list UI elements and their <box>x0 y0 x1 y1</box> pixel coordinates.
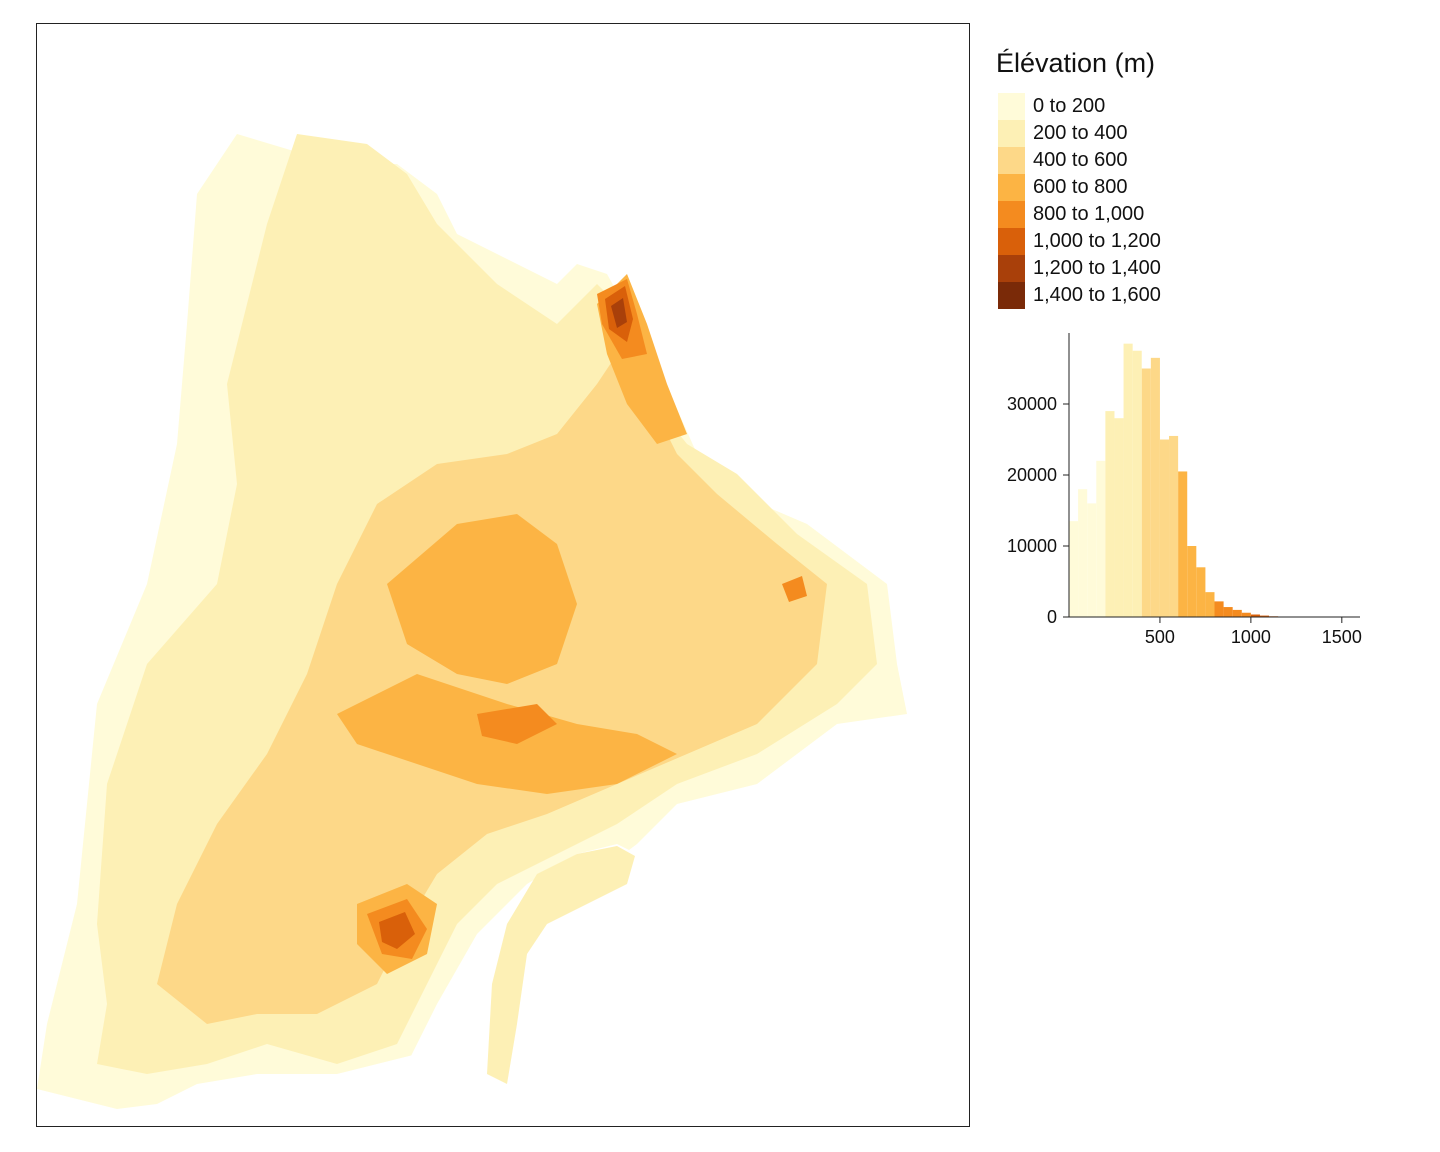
legend-label: 800 to 1,000 <box>1033 203 1145 225</box>
legend-swatch <box>998 174 1025 201</box>
histogram-bar <box>1096 460 1106 617</box>
legend-swatch <box>998 93 1025 120</box>
land-1200-1400 <box>611 298 627 328</box>
histogram-axes: 0 10000 20000 30000 500 1000 1500 <box>1007 333 1362 647</box>
y-tick-label: 20000 <box>1007 465 1057 485</box>
legend-label: 1,000 to 1,200 <box>1033 230 1161 252</box>
river-st-lawrence <box>407 844 637 1064</box>
land-400-600 <box>157 354 827 1024</box>
histogram-bar <box>1205 592 1215 617</box>
elevation-map <box>36 23 970 1127</box>
y-tick-label: 10000 <box>1007 536 1057 556</box>
elevation-raster <box>37 134 907 1109</box>
elevation-histogram: 0 10000 20000 30000 500 1000 1500 <box>1007 333 1362 647</box>
histogram-bar <box>1132 350 1142 617</box>
histogram-bar <box>1114 418 1124 617</box>
x-tick-label: 1500 <box>1322 627 1362 647</box>
histogram-bar <box>1232 609 1242 617</box>
histogram-bar <box>1159 439 1170 617</box>
land-800-1000-c <box>477 704 557 744</box>
histogram-bars <box>1069 343 1324 617</box>
histogram-bar <box>1105 411 1115 617</box>
legend-swatch <box>998 201 1025 228</box>
histogram-bar <box>1250 614 1260 617</box>
histogram-bar <box>1259 615 1270 617</box>
histogram-bar <box>1214 601 1224 617</box>
y-tick-label: 30000 <box>1007 394 1057 414</box>
legend-label: 0 to 200 <box>1033 95 1106 117</box>
histogram-bar <box>1069 521 1079 617</box>
land-gaspe <box>487 846 635 1084</box>
histogram-bar <box>1223 607 1233 617</box>
legend-swatch <box>998 255 1025 282</box>
legend-swatch <box>998 282 1025 309</box>
legend-label: 400 to 600 <box>1033 149 1128 171</box>
land-1000-1200-south <box>379 912 415 949</box>
land-600-800 <box>387 514 577 684</box>
histogram-bar <box>1187 546 1197 617</box>
x-tick-label: 1000 <box>1231 627 1271 647</box>
legend-title: Élévation (m) <box>996 48 1156 78</box>
legend-swatch <box>998 120 1025 147</box>
legend-label: 200 to 400 <box>1033 122 1128 144</box>
histogram-bar <box>1196 567 1206 617</box>
histogram-bar <box>1178 471 1188 617</box>
land-800-1000-d <box>782 576 807 602</box>
histogram-bar <box>1169 435 1179 617</box>
legend-swatch <box>998 228 1025 255</box>
x-tick-label: 500 <box>1145 627 1175 647</box>
histogram-bar <box>1141 368 1151 617</box>
legend-swatch <box>998 147 1025 174</box>
histogram-bar <box>1150 357 1160 617</box>
y-tick-label: 0 <box>1047 607 1057 627</box>
histogram-bar <box>1241 612 1251 617</box>
legend-label: 600 to 800 <box>1033 176 1128 198</box>
legend-label: 1,400 to 1,600 <box>1033 284 1161 306</box>
histogram-bar <box>1087 503 1097 617</box>
histogram-bar <box>1078 489 1088 617</box>
legend-label: 1,200 to 1,400 <box>1033 257 1161 279</box>
histogram-bar <box>1123 343 1133 617</box>
